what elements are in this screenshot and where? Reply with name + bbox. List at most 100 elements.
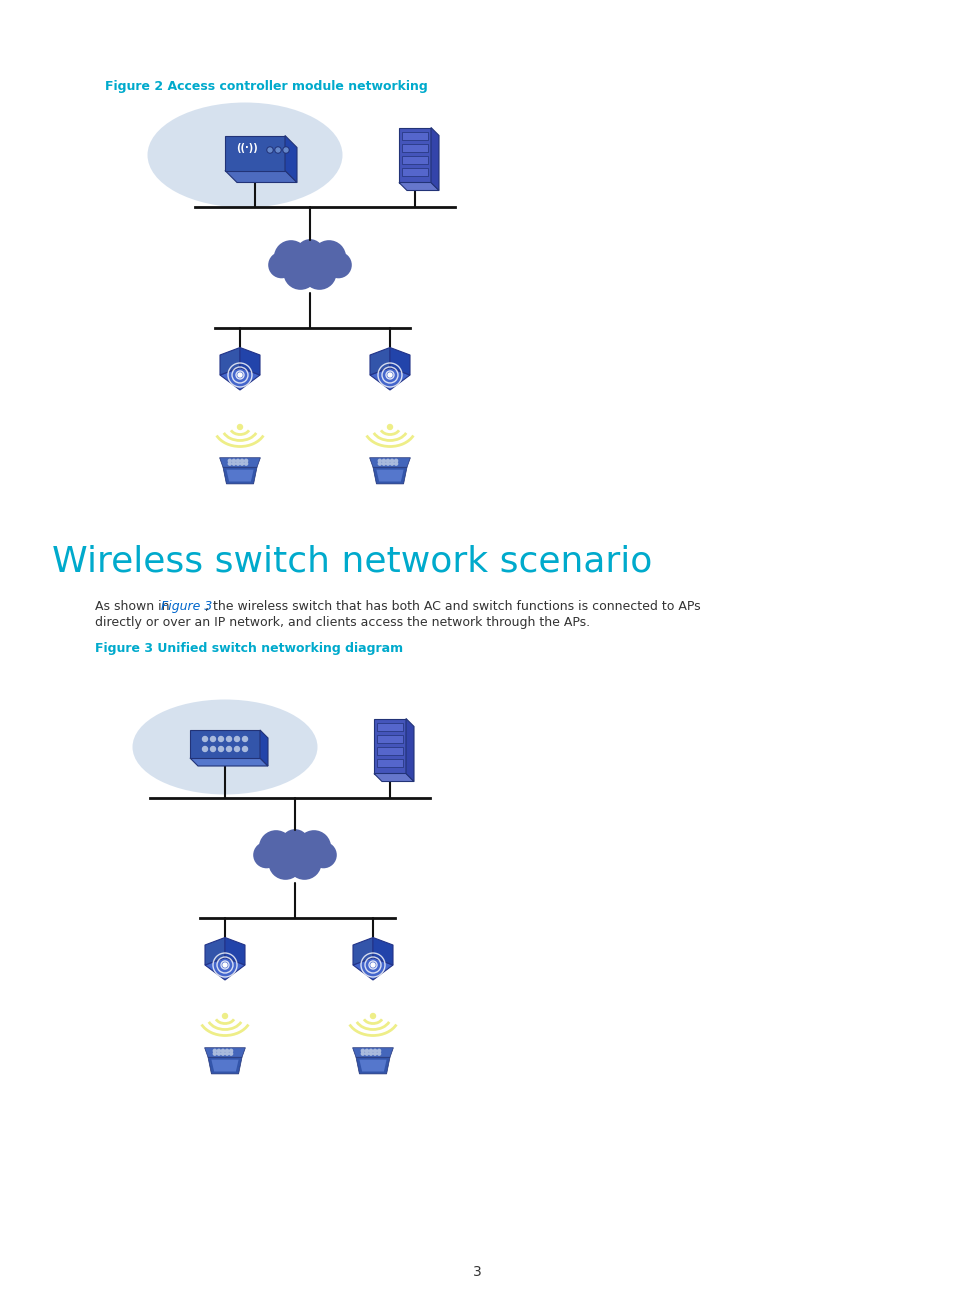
Polygon shape [376,469,403,482]
Circle shape [202,746,208,752]
Circle shape [234,746,239,752]
Polygon shape [220,347,240,375]
Circle shape [378,463,381,465]
Circle shape [382,463,385,465]
Text: Figure 3: Figure 3 [161,600,213,613]
Circle shape [370,1013,375,1019]
Text: ((·)): ((·)) [236,143,257,153]
Polygon shape [398,127,431,183]
Circle shape [274,240,308,275]
Ellipse shape [148,102,342,207]
Circle shape [312,240,346,275]
Polygon shape [373,468,407,483]
Circle shape [268,148,272,152]
Circle shape [296,831,331,864]
Polygon shape [225,171,296,183]
Polygon shape [370,368,410,390]
Circle shape [289,244,331,286]
Circle shape [237,373,242,377]
Circle shape [221,1050,224,1052]
Circle shape [310,841,336,868]
Circle shape [213,1050,216,1052]
Circle shape [377,1052,380,1055]
Circle shape [382,459,385,463]
Polygon shape [431,127,438,191]
Circle shape [213,1052,216,1055]
Polygon shape [225,937,245,966]
Circle shape [268,845,302,880]
Circle shape [228,459,231,463]
Circle shape [374,1050,376,1052]
Circle shape [361,1052,364,1055]
Circle shape [202,736,208,741]
Text: , the wireless switch that has both AC and switch functions is connected to APs: , the wireless switch that has both AC a… [205,600,700,613]
Circle shape [226,736,232,741]
Circle shape [284,148,288,152]
Polygon shape [401,131,428,140]
Polygon shape [401,167,428,175]
Polygon shape [376,735,402,743]
Circle shape [365,1052,368,1055]
Polygon shape [240,347,260,375]
Polygon shape [353,1047,393,1058]
Polygon shape [190,758,268,766]
Polygon shape [260,730,268,766]
Circle shape [211,736,215,741]
Circle shape [365,1050,368,1052]
Polygon shape [226,469,253,482]
Circle shape [302,255,336,290]
Circle shape [377,1050,380,1052]
Circle shape [390,459,394,463]
Circle shape [386,459,389,463]
Polygon shape [370,347,390,375]
Circle shape [233,463,235,465]
Polygon shape [212,1060,238,1072]
Polygon shape [225,136,285,171]
Circle shape [390,463,394,465]
Circle shape [274,146,281,153]
Circle shape [283,255,317,290]
Circle shape [253,841,279,868]
Circle shape [242,736,247,741]
Circle shape [283,146,289,153]
Circle shape [274,835,315,876]
Circle shape [369,1050,372,1052]
Circle shape [221,1052,224,1055]
Polygon shape [190,730,260,758]
Circle shape [371,963,375,967]
Circle shape [211,746,215,752]
Circle shape [378,459,381,463]
Polygon shape [373,937,393,966]
Circle shape [386,463,389,465]
Circle shape [287,845,321,880]
Polygon shape [359,1060,386,1072]
Polygon shape [374,774,414,781]
Polygon shape [390,347,410,375]
Circle shape [218,746,223,752]
Circle shape [236,463,239,465]
Polygon shape [204,1047,245,1058]
Polygon shape [374,718,406,774]
Circle shape [230,1050,233,1052]
Circle shape [230,1052,233,1055]
Circle shape [236,459,239,463]
Polygon shape [285,136,296,183]
Circle shape [268,251,294,279]
Text: Figure 3 Unified switch networking diagram: Figure 3 Unified switch networking diagr… [95,642,403,654]
Text: Figure 2 Access controller module networking: Figure 2 Access controller module networ… [105,80,427,93]
Polygon shape [398,183,438,191]
Polygon shape [353,958,393,980]
Text: Wireless switch network scenario: Wireless switch network scenario [52,546,652,579]
Polygon shape [220,368,260,390]
Circle shape [233,459,235,463]
Circle shape [223,963,227,967]
Polygon shape [355,1058,390,1074]
Circle shape [226,746,232,752]
Polygon shape [376,746,402,754]
Circle shape [217,1050,220,1052]
Polygon shape [205,937,225,966]
Circle shape [234,736,239,741]
Polygon shape [376,758,402,766]
Polygon shape [369,457,410,468]
Circle shape [374,1052,376,1055]
